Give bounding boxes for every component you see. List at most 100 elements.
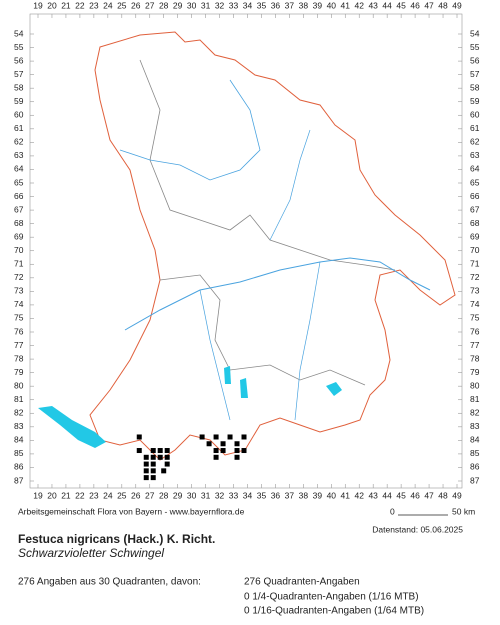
date: Datenstand: 05.06.2025: [372, 524, 463, 534]
occurrence: [234, 454, 240, 460]
row-label: 84: [470, 435, 480, 445]
column-label: 23: [89, 0, 99, 10]
column-label: 21: [61, 490, 71, 500]
column-label: 34: [243, 0, 253, 10]
row-label: 68: [470, 218, 480, 228]
row-label: 69: [470, 231, 480, 241]
credit: Arbeitsgemeinschaft Flora von Bayern - w…: [18, 506, 245, 516]
row-label: 56: [470, 55, 480, 65]
column-label: 37: [285, 0, 295, 10]
column-label: 36: [271, 490, 281, 500]
occurrence: [136, 448, 142, 454]
column-label: 44: [382, 490, 392, 500]
column-label: 46: [410, 490, 420, 500]
lake: [326, 382, 342, 396]
row-label: 60: [14, 110, 24, 120]
column-label: 19: [33, 0, 43, 10]
river: [294, 261, 321, 421]
row-label: 79: [470, 367, 480, 377]
row-label: 62: [470, 137, 480, 147]
summary-quarter: 0 1/4-Quadranten-Angaben (1/16 MTB): [244, 592, 419, 603]
lake: [224, 366, 231, 384]
row-label: 73: [470, 286, 480, 296]
column-label: 33: [229, 0, 239, 10]
column-label: 29: [173, 0, 183, 10]
column-label: 41: [341, 0, 351, 10]
column-label: 32: [215, 0, 225, 10]
row-label: 71: [470, 259, 480, 269]
row-label: 71: [14, 259, 24, 269]
lake: [240, 378, 248, 398]
row-label: 76: [470, 326, 480, 336]
row-label: 70: [470, 245, 480, 255]
occurrence: [164, 448, 170, 454]
row-label: 57: [14, 69, 24, 79]
column-label: 22: [75, 490, 85, 500]
column-label: 24: [103, 490, 113, 500]
column-label: 45: [396, 490, 406, 500]
occurrence: [157, 448, 163, 454]
row-label: 66: [14, 191, 24, 201]
column-label: 43: [368, 0, 378, 10]
row-label: 69: [14, 231, 24, 241]
column-label: 33: [229, 490, 239, 500]
column-label: 31: [201, 490, 211, 500]
column-label: 38: [299, 0, 309, 10]
column-label: 47: [424, 490, 434, 500]
row-label: 66: [470, 191, 480, 201]
row-label: 60: [470, 110, 480, 120]
row-label: 74: [14, 299, 24, 309]
column-label: 30: [187, 490, 197, 500]
row-label: 87: [470, 475, 480, 485]
row-label: 63: [14, 150, 24, 160]
column-label: 42: [354, 490, 364, 500]
row-label: 67: [470, 204, 480, 214]
row-label: 72: [14, 272, 24, 282]
row-label: 85: [14, 448, 24, 458]
row-label: 55: [14, 42, 24, 52]
state-border: [89, 31, 456, 461]
occurrence: [161, 468, 167, 474]
occurrence: [227, 434, 233, 440]
occurrence: [206, 441, 212, 447]
row-label: 81: [14, 394, 24, 404]
row-label: 85: [470, 448, 480, 458]
occurrence: [136, 434, 142, 440]
column-label: 49: [452, 490, 462, 500]
row-label: 82: [470, 408, 480, 418]
column-label: 27: [145, 0, 155, 10]
occurrence: [241, 434, 247, 440]
common-name: Schwarzvioletter Schwingel: [18, 546, 164, 560]
river: [269, 129, 311, 241]
column-label: 25: [117, 0, 127, 10]
column-label: 38: [299, 490, 309, 500]
row-label: 79: [14, 367, 24, 377]
row-label: 78: [14, 353, 24, 363]
occurrence: [143, 468, 149, 474]
row-label: 76: [14, 326, 24, 336]
row-label: 59: [14, 96, 24, 106]
row-label: 56: [14, 55, 24, 65]
occurrence: [157, 454, 163, 460]
map-frame: [29, 13, 463, 489]
row-label: 75: [14, 313, 24, 323]
column-label: 30: [187, 0, 197, 10]
occurrence: [150, 475, 156, 481]
column-label: 26: [131, 0, 141, 10]
row-label: 63: [470, 150, 480, 160]
column-label: 39: [313, 490, 323, 500]
occurrence: [150, 461, 156, 467]
occurrence: [150, 448, 156, 454]
occurrence: [199, 434, 205, 440]
column-label: 37: [285, 490, 295, 500]
district-border: [139, 59, 396, 271]
occurrence: [164, 454, 170, 460]
column-label: 24: [103, 0, 113, 10]
column-label: 19: [33, 490, 43, 500]
row-label: 77: [470, 340, 480, 350]
row-label: 54: [14, 28, 24, 38]
row-label: 59: [470, 96, 480, 106]
row-label: 87: [14, 475, 24, 485]
row-label: 80: [470, 380, 480, 390]
